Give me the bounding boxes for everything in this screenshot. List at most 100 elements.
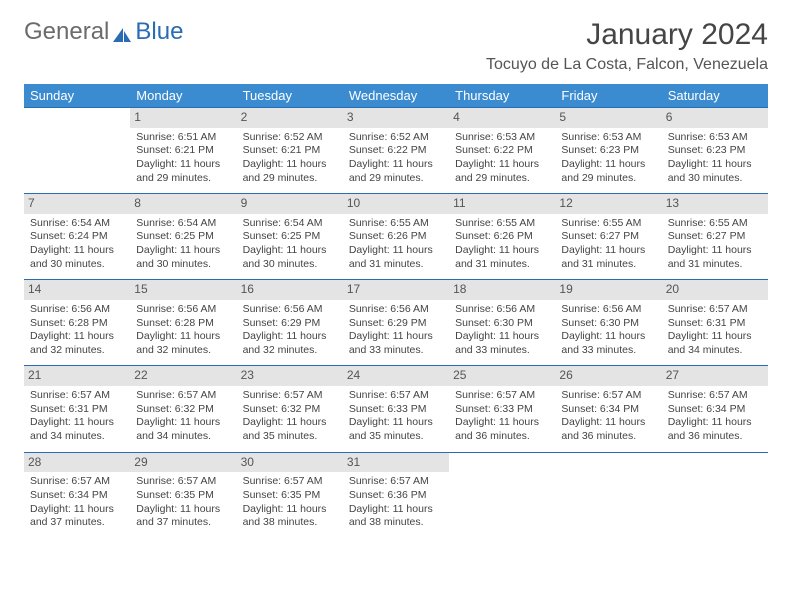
day-number-empty <box>662 453 768 473</box>
day-info-line: Sunset: 6:33 PM <box>455 403 549 417</box>
day-info-line: and 33 minutes. <box>561 344 655 358</box>
day-info-line: Sunrise: 6:57 AM <box>561 389 655 403</box>
day-number-empty <box>449 453 555 473</box>
day-info-line: Sunset: 6:31 PM <box>668 317 762 331</box>
day-cell: 5Sunrise: 6:53 AMSunset: 6:23 PMDaylight… <box>555 108 661 194</box>
day-info-line: Sunset: 6:22 PM <box>455 144 549 158</box>
day-number: 30 <box>237 453 343 473</box>
day-info-line: Daylight: 11 hours <box>455 330 549 344</box>
day-number: 18 <box>449 280 555 300</box>
day-number: 13 <box>662 194 768 214</box>
day-info-line: Sunset: 6:23 PM <box>668 144 762 158</box>
day-cell: 1Sunrise: 6:51 AMSunset: 6:21 PMDaylight… <box>130 108 236 194</box>
day-info-line: Sunrise: 6:55 AM <box>561 217 655 231</box>
day-info-line: Sunrise: 6:54 AM <box>30 217 124 231</box>
day-cell: 19Sunrise: 6:56 AMSunset: 6:30 PMDayligh… <box>555 280 661 366</box>
day-cell <box>555 452 661 538</box>
day-cell: 15Sunrise: 6:56 AMSunset: 6:28 PMDayligh… <box>130 280 236 366</box>
day-number-empty <box>24 108 130 128</box>
day-info-line: and 30 minutes. <box>136 258 230 272</box>
day-info-line: and 29 minutes. <box>455 172 549 186</box>
day-info-line: Sunset: 6:28 PM <box>136 317 230 331</box>
header: General Blue January 2024 Tocuyo de La C… <box>24 18 768 74</box>
day-info-line: and 35 minutes. <box>349 430 443 444</box>
day-info-line: Sunset: 6:34 PM <box>561 403 655 417</box>
calendar-head: SundayMondayTuesdayWednesdayThursdayFrid… <box>24 84 768 108</box>
day-info-line: Sunrise: 6:56 AM <box>243 303 337 317</box>
day-info-line: Sunset: 6:36 PM <box>349 489 443 503</box>
day-info-line: and 31 minutes. <box>561 258 655 272</box>
day-info-line: Sunrise: 6:52 AM <box>243 131 337 145</box>
day-cell: 26Sunrise: 6:57 AMSunset: 6:34 PMDayligh… <box>555 366 661 452</box>
day-info-line: Daylight: 11 hours <box>668 416 762 430</box>
header-right: January 2024 Tocuyo de La Costa, Falcon,… <box>486 18 768 74</box>
day-cell <box>449 452 555 538</box>
day-info-line: Sunrise: 6:51 AM <box>136 131 230 145</box>
day-info-line: Sunrise: 6:57 AM <box>243 389 337 403</box>
day-info-line: Sunrise: 6:57 AM <box>349 475 443 489</box>
day-info-line: Sunrise: 6:57 AM <box>455 389 549 403</box>
day-number: 21 <box>24 366 130 386</box>
day-info-line: Daylight: 11 hours <box>668 330 762 344</box>
day-info-line: and 31 minutes. <box>668 258 762 272</box>
day-info-line: Daylight: 11 hours <box>243 158 337 172</box>
day-info-line: Sunset: 6:32 PM <box>243 403 337 417</box>
day-cell: 9Sunrise: 6:54 AMSunset: 6:25 PMDaylight… <box>237 194 343 280</box>
day-number: 2 <box>237 108 343 128</box>
day-info-line: and 33 minutes. <box>349 344 443 358</box>
day-info-line: Sunset: 6:27 PM <box>561 230 655 244</box>
day-number-empty <box>555 453 661 473</box>
day-of-week-row: SundayMondayTuesdayWednesdayThursdayFrid… <box>24 84 768 108</box>
day-info-line: and 32 minutes. <box>136 344 230 358</box>
day-info-line: Daylight: 11 hours <box>561 158 655 172</box>
day-number: 7 <box>24 194 130 214</box>
day-info-line: Daylight: 11 hours <box>136 416 230 430</box>
day-info-line: Sunset: 6:30 PM <box>455 317 549 331</box>
day-info-line: Sunrise: 6:57 AM <box>136 389 230 403</box>
day-header: Saturday <box>662 84 768 108</box>
day-info-line: and 32 minutes. <box>30 344 124 358</box>
week-row: 7 Sunrise: 6:54 AMSunset: 6:24 PM Daylight… <box>24 194 768 280</box>
day-number: 16 <box>237 280 343 300</box>
day-info-line: and 37 minutes. <box>30 516 124 530</box>
day-number: 5 <box>555 108 661 128</box>
day-info-line: and 35 minutes. <box>243 430 337 444</box>
day-cell: 24Sunrise: 6:57 AMSunset: 6:33 PMDayligh… <box>343 366 449 452</box>
day-cell: 6Sunrise: 6:53 AMSunset: 6:23 PMDaylight… <box>662 108 768 194</box>
day-info-line: Daylight: 11 hours <box>455 158 549 172</box>
day-cell: 18Sunrise: 6:56 AMSunset: 6:30 PMDayligh… <box>449 280 555 366</box>
day-info-line: Daylight: 11 hours <box>349 244 443 258</box>
day-info-line: and 33 minutes. <box>455 344 549 358</box>
day-info-line: Sunrise: 6:56 AM <box>136 303 230 317</box>
day-info-line: Sunset: 6:24 PM <box>30 230 124 244</box>
day-info-line: Daylight: 11 hours <box>561 330 655 344</box>
day-info-line: Sunset: 6:34 PM <box>30 489 124 503</box>
day-number: 25 <box>449 366 555 386</box>
day-cell: 17Sunrise: 6:56 AMSunset: 6:29 PMDayligh… <box>343 280 449 366</box>
day-cell: 11Sunrise: 6:55 AMSunset: 6:26 PMDayligh… <box>449 194 555 280</box>
day-info-line: and 34 minutes. <box>668 344 762 358</box>
day-number: 24 <box>343 366 449 386</box>
day-info-line: Sunset: 6:35 PM <box>136 489 230 503</box>
day-info-line: Sunrise: 6:55 AM <box>349 217 443 231</box>
day-number: 15 <box>130 280 236 300</box>
day-info-line: Daylight: 11 hours <box>136 503 230 517</box>
day-info-line: and 29 minutes. <box>349 172 443 186</box>
day-info-line: and 30 minutes. <box>30 258 124 272</box>
day-header: Wednesday <box>343 84 449 108</box>
day-info-line: and 31 minutes. <box>455 258 549 272</box>
day-info-line: Sunset: 6:26 PM <box>349 230 443 244</box>
day-number: 14 <box>24 280 130 300</box>
day-info-line: and 29 minutes. <box>243 172 337 186</box>
day-number: 9 <box>237 194 343 214</box>
day-number: 1 <box>130 108 236 128</box>
day-cell: 22Sunrise: 6:57 AMSunset: 6:32 PMDayligh… <box>130 366 236 452</box>
day-info-line: Sunset: 6:31 PM <box>30 403 124 417</box>
day-number: 28 <box>24 453 130 473</box>
day-info-line: Daylight: 11 hours <box>668 158 762 172</box>
day-cell: 31Sunrise: 6:57 AMSunset: 6:36 PMDayligh… <box>343 452 449 538</box>
day-number: 11 <box>449 194 555 214</box>
day-info-line: and 36 minutes. <box>455 430 549 444</box>
day-number: 27 <box>662 366 768 386</box>
day-cell: 23Sunrise: 6:57 AMSunset: 6:32 PMDayligh… <box>237 366 343 452</box>
